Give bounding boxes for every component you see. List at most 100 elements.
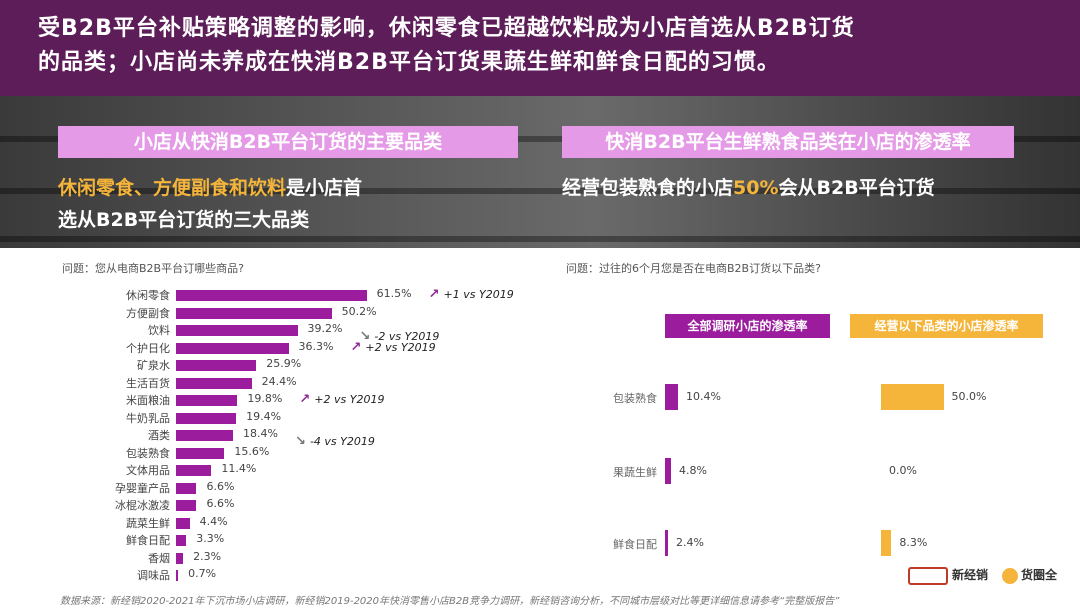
logo-1-text: 新经销 — [952, 568, 989, 582]
bar — [176, 552, 184, 564]
bar — [176, 360, 257, 371]
bar — [665, 458, 671, 484]
watermark-text: 大数跨境 — [28, 579, 85, 595]
bar — [176, 517, 190, 529]
value-label: 50.0% — [951, 390, 987, 403]
value-label: 18.4% — [243, 427, 278, 440]
source-footnote: 数据来源：新经销2020-2021年下沉市场小店调研，新经销2019-2020年… — [60, 596, 840, 607]
category-label: 生活百货 — [126, 376, 170, 390]
value-label: 10.4% — [686, 390, 721, 403]
right-section-title: 快消B2B平台生鲜熟食品类在小店的渗透率 — [562, 126, 1014, 158]
bar — [176, 342, 289, 354]
bar — [176, 500, 197, 511]
right-question: 问题：过往的6个月您是否在电商B2B订货以下品类? — [566, 262, 821, 275]
logo-huoquanquan: 货圈全 — [1002, 566, 1057, 584]
watermark-logo-icon: ⓚ — [10, 579, 24, 595]
category-label: 文体用品 — [126, 464, 170, 477]
watermark: ⓚ 大数跨境 — [10, 576, 85, 596]
bar — [176, 465, 212, 476]
yoy-annotation: ↗ +1 vs Y2019 — [429, 287, 514, 302]
value-label: 11.4% — [221, 462, 257, 475]
right-summary: 经营包装熟食的小店50%会从B2B平台订货 — [562, 172, 935, 204]
value-label: 39.2% — [307, 322, 343, 335]
yoy-annotation: ↘ -2 vs Y2019 — [360, 329, 440, 344]
hero-background — [0, 96, 1080, 248]
left-summary: 休闲零食、方便副食和饮料是小店首 选从B2B平台订货的三大品类 — [58, 172, 362, 236]
bar — [176, 535, 187, 546]
category-label: 调味品 — [137, 569, 170, 582]
value-label: 36.3% — [298, 339, 334, 353]
category-label: 饮料 — [148, 324, 170, 337]
value-label: 4.4% — [199, 514, 228, 528]
value-label: 15.6% — [234, 444, 270, 458]
category-label: 矿泉水 — [137, 359, 170, 372]
bar — [176, 447, 225, 459]
bar — [881, 384, 944, 410]
bar — [176, 430, 234, 441]
arrow-down-icon: ↘ — [295, 434, 306, 449]
yoy-text: -2 vs Y2019 — [374, 330, 440, 343]
yoy-text: +1 vs Y2019 — [443, 288, 514, 301]
headline-line-1: 受B2B平台补贴策略调整的影响，休闲零食已超越饮料成为小店首选从B2B订货 — [38, 16, 855, 41]
value-label: 2.3% — [193, 549, 222, 563]
value-label: 4.8% — [679, 464, 707, 477]
value-label: 3.3% — [196, 532, 225, 545]
yoy-text: +2 vs Y2019 — [365, 340, 436, 354]
bar — [176, 377, 252, 389]
value-label: 0.7% — [188, 567, 217, 580]
value-label: 6.6% — [206, 497, 235, 510]
left-question: 问题：您从电商B2B平台订哪些商品? — [62, 262, 244, 275]
bar — [176, 412, 237, 424]
arrow-up-icon: ↗ — [350, 339, 362, 355]
bar — [176, 290, 367, 301]
category-label: 方便副食 — [126, 306, 170, 320]
shelf-decor — [0, 236, 1080, 242]
category-label: 包装熟食 — [613, 392, 657, 405]
yoy-text: -4 vs Y2019 — [309, 435, 375, 448]
yoy-text: +2 vs Y2019 — [314, 393, 385, 406]
bar — [176, 395, 238, 406]
category-label: 休闲零食 — [126, 289, 170, 302]
coin-icon — [1002, 567, 1018, 584]
bar — [881, 530, 892, 556]
yoy-annotation: ↘ -4 vs Y2019 — [295, 434, 375, 449]
value-label: 0.0% — [889, 464, 917, 477]
category-label: 鲜食日配 — [126, 534, 170, 547]
headline-line-2: 的品类；小店尚未养成在快消B2B平台订货果蔬生鲜和鲜食日配的习惯。 — [38, 50, 780, 75]
header-banner: 受B2B平台补贴策略调整的影响，休闲零食已超越饮料成为小店首选从B2B订货 的品… — [0, 0, 1080, 96]
left-summary-text: 是小店首 — [286, 177, 363, 199]
shelf-decor — [0, 188, 1080, 194]
bar — [665, 384, 678, 410]
value-label: 50.2% — [341, 304, 377, 318]
left-section-title: 小店从快消B2B平台订货的主要品类 — [58, 126, 518, 158]
value-label: 6.6% — [206, 479, 235, 493]
value-label: 8.3% — [899, 536, 928, 549]
value-label: 19.8% — [247, 392, 283, 405]
category-label: 香烟 — [148, 551, 170, 565]
shelf-decor — [0, 136, 1080, 142]
right-summary-highlight: 50% — [733, 177, 779, 199]
category-label: 冰棍冰激凌 — [115, 499, 170, 512]
legend-category-stores: 经营以下品类的小店渗透率 — [850, 314, 1043, 338]
right-summary-text-before: 经营包装熟食的小店 — [562, 177, 734, 199]
value-label: 61.5% — [376, 287, 412, 300]
right-summary-text-after: 会从B2B平台订货 — [778, 177, 935, 199]
category-label: 米面粮油 — [126, 394, 170, 407]
arrow-up-icon: ↗ — [299, 392, 311, 407]
category-label: 蔬菜生鲜 — [126, 516, 170, 530]
category-label: 个护日化 — [126, 341, 170, 355]
yoy-annotation: ↗ +2 vs Y2019 — [351, 340, 436, 355]
arrow-down-icon: ↘ — [359, 329, 371, 344]
yoy-annotation: ↗ +2 vs Y2019 — [299, 392, 384, 407]
category-label: 孕婴童产品 — [115, 481, 170, 495]
value-label: 19.4% — [246, 409, 282, 423]
left-summary-line-2: 选从B2B平台订货的三大品类 — [58, 209, 310, 231]
bar — [176, 325, 298, 336]
logo-xinjingxiao: 新经销 — [908, 566, 988, 585]
category-label: 牛奶乳品 — [126, 411, 170, 425]
category-label: 果蔬生鲜 — [613, 466, 657, 479]
left-summary-highlight: 休闲零食、方便副食和饮料 — [58, 177, 287, 199]
logo-2-text: 货圈全 — [1021, 568, 1058, 582]
legend-all-stores: 全部调研小店的渗透率 — [665, 314, 830, 338]
logo-mark-icon — [908, 566, 948, 585]
